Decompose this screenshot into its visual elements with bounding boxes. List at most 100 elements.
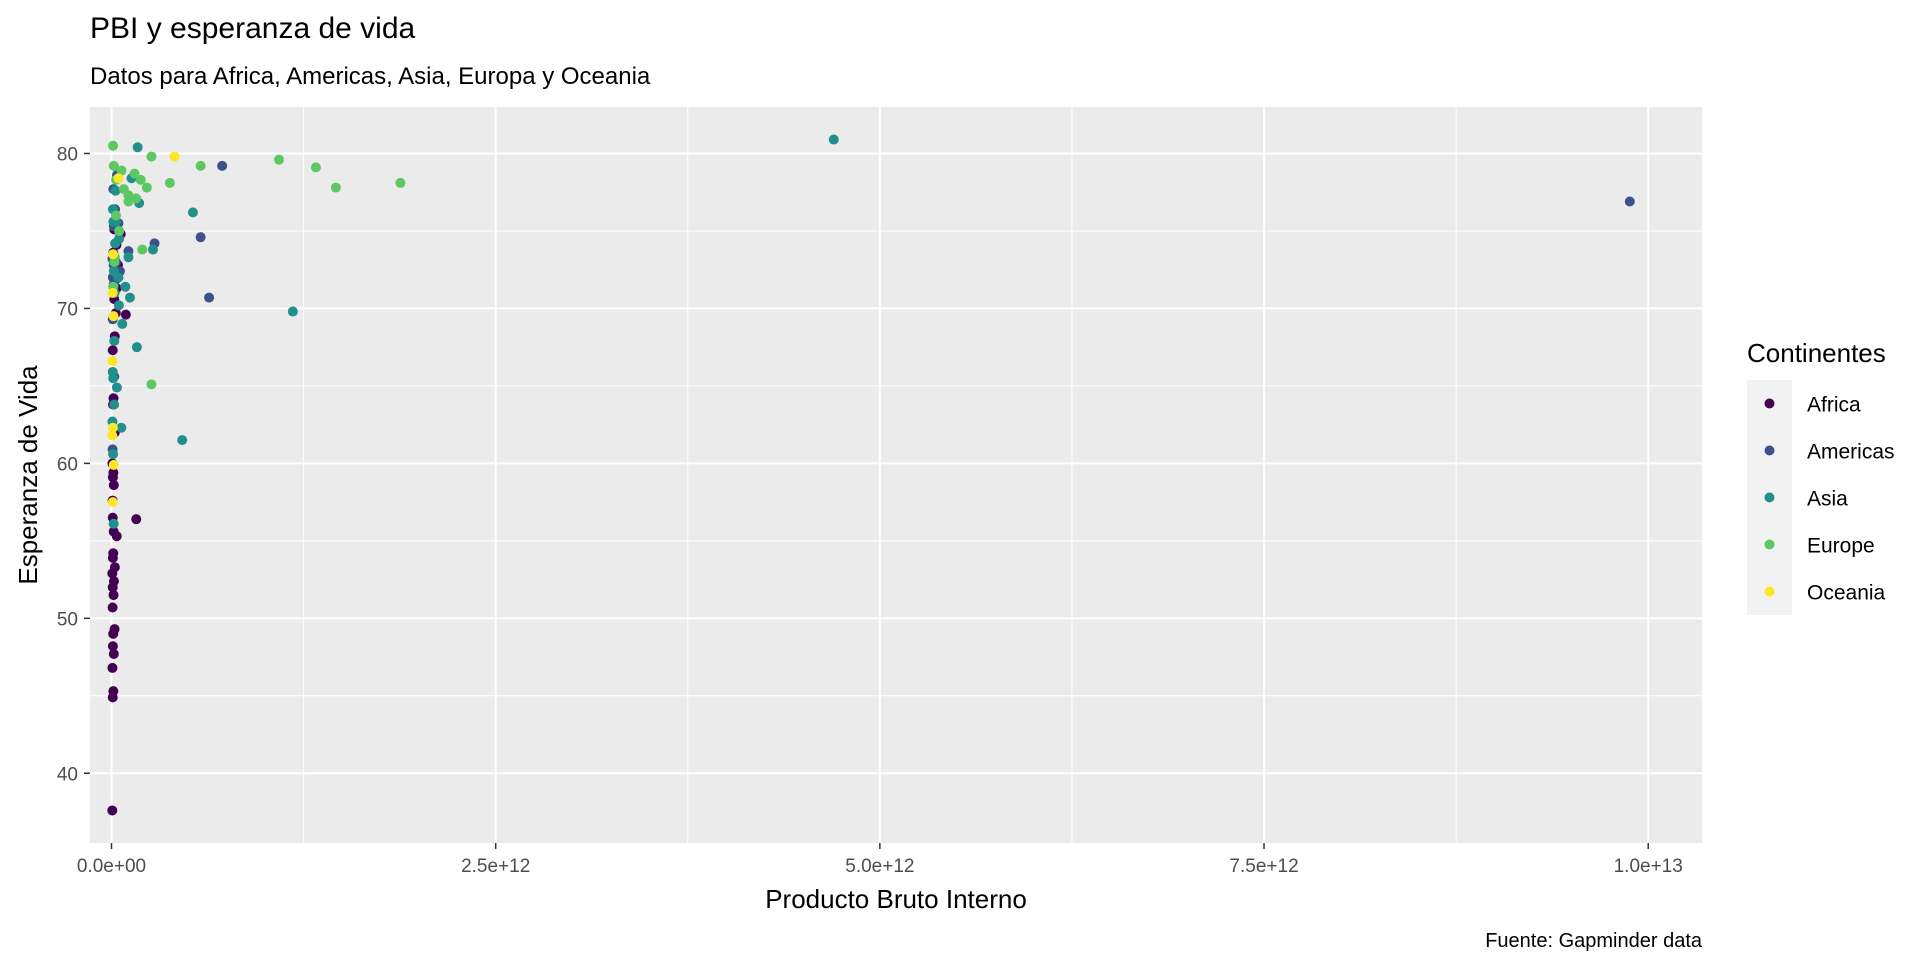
legend-key-asia [1764,492,1775,503]
point-asia [177,435,188,446]
legend: Continentes Africa Americas Asia Europe Ocea… [1747,338,1895,615]
point-asia [828,134,839,145]
point-asia [287,306,298,317]
point-oceania [113,173,124,184]
point-asia [108,266,119,277]
point-africa [107,662,118,673]
x-tick-label: 5.0e+12 [845,856,914,877]
point-asia [109,335,120,346]
data-points [107,134,1635,816]
point-africa [107,602,118,613]
point-americas [1624,196,1635,207]
point-africa [108,648,119,659]
legend-items: Africa Americas Asia Europe Oceania [1747,380,1895,615]
point-africa [131,514,142,525]
legend-label-africa: Africa [1807,394,1861,417]
x-tick-label: 2.5e+12 [461,856,530,877]
y-axis-label: Esperanza de Vida [13,365,43,585]
x-tick-label: 7.5e+12 [1229,856,1298,877]
minor-gridlines [90,107,1702,843]
point-europe [110,210,121,221]
point-asia [110,185,121,196]
point-europe [108,160,119,171]
plot-panel [90,107,1702,843]
point-europe [141,182,152,193]
point-asia [109,399,120,410]
point-africa [108,576,119,587]
legend-title: Continentes [1747,338,1886,368]
point-africa [108,590,119,601]
point-africa [107,641,118,652]
point-americas [195,232,206,243]
point-americas [204,292,215,303]
legend-label-americas: Americas [1807,441,1895,464]
point-europe [129,168,140,179]
point-europe [146,379,157,390]
point-asia [117,318,128,329]
y-tick-label: 80 [57,144,78,165]
legend-key-oceania [1764,586,1775,597]
point-oceania [108,311,119,322]
x-tick-label: 0.0e+00 [77,856,146,877]
point-asia [107,366,118,377]
point-oceania [108,459,119,470]
point-asia [148,244,159,255]
point-oceania [169,151,180,162]
point-europe [137,244,148,255]
point-asia [132,142,143,153]
x-tick-label: 1.0e+13 [1614,856,1683,877]
legend-label-asia: Asia [1807,488,1848,511]
point-europe [114,225,125,236]
point-oceania [107,422,118,433]
point-europe [274,154,285,165]
point-asia [108,449,119,460]
point-africa [108,467,119,478]
point-europe [310,162,321,173]
point-asia [187,207,198,218]
point-africa [107,345,118,356]
point-africa [108,686,119,697]
legend-key-americas [1764,445,1775,456]
chart-subtitle: Datos para Africa, Americas, Asia, Europ… [90,63,651,90]
point-europe [395,177,406,188]
y-axis: 40 50 60 70 80 [57,144,90,785]
point-oceania [107,497,118,508]
point-oceania [107,356,118,367]
point-asia [111,382,122,393]
point-asia [123,252,134,263]
legend-key-europe [1764,539,1775,550]
point-oceania [107,430,118,441]
point-europe [123,190,134,201]
chart-caption: Fuente: Gapminder data [1485,930,1703,952]
point-europe [195,160,206,171]
point-africa [108,480,119,491]
y-tick-label: 50 [57,609,78,630]
chart-title: PBI y esperanza de vida [90,12,416,45]
point-europe [108,140,119,151]
point-africa [109,562,120,573]
point-asia [113,300,124,311]
y-tick-label: 60 [57,454,78,475]
plot-area [90,107,1702,843]
point-africa [109,624,120,635]
y-tick-label: 40 [57,764,78,785]
point-asia [116,422,127,433]
point-oceania [108,249,119,260]
point-oceania [107,287,118,298]
point-europe [131,193,142,204]
x-axis: 0.0e+00 2.5e+12 5.0e+12 7.5e+12 1.0e+13 [77,843,1683,877]
point-americas [217,160,228,171]
legend-key-africa [1764,398,1775,409]
point-europe [135,174,146,185]
point-europe [146,151,157,162]
point-africa [120,309,131,320]
point-asia [108,518,119,529]
point-asia [114,233,125,244]
x-axis-label: Producto Bruto Interno [765,884,1027,914]
point-europe [330,182,341,193]
point-africa [108,526,119,537]
point-asia [120,281,131,292]
point-asia [131,342,142,353]
point-europe [116,165,127,176]
